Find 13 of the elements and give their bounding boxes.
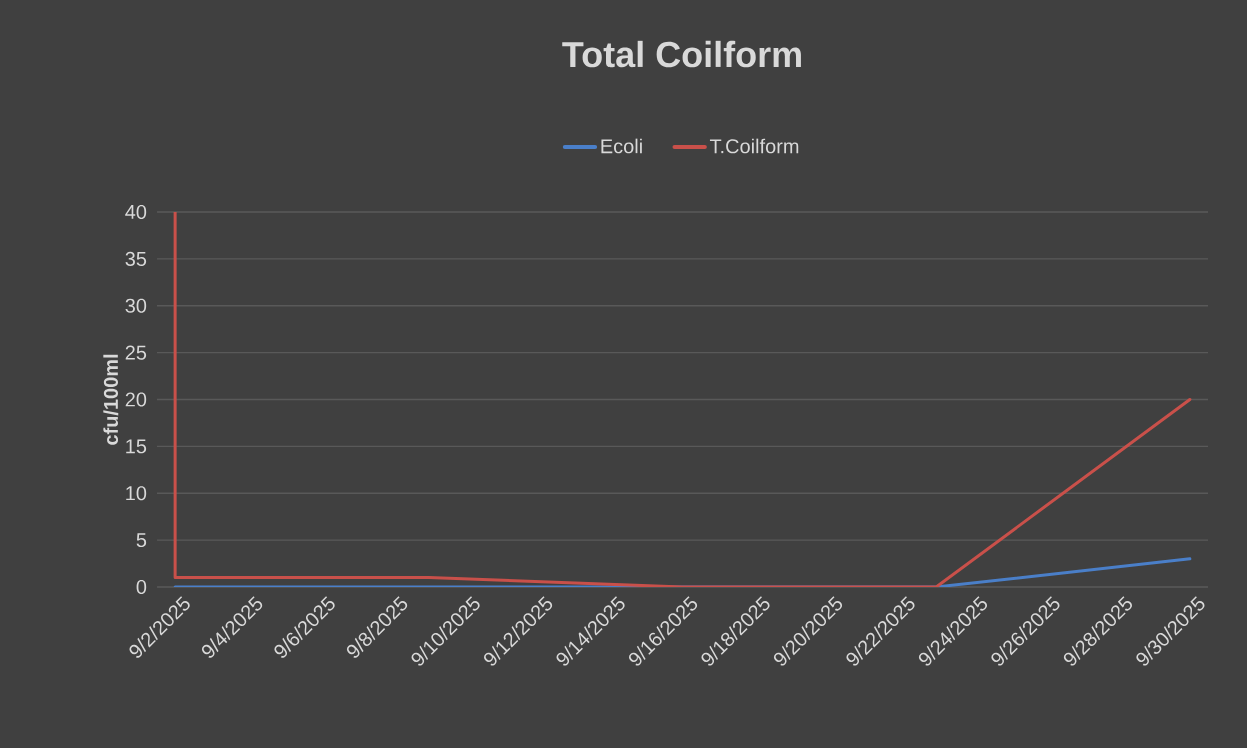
y-tick-label: 5 — [136, 533, 147, 548]
y-tick-label: 10 — [126, 486, 147, 501]
legend-label: T.Coilform — [709, 138, 799, 154]
y-tick-label: 30 — [125, 298, 147, 313]
y-tick-label: 40 — [125, 204, 147, 220]
y-tick-label: 35 — [125, 251, 147, 266]
y-axis-title: cfu/100ml — [103, 354, 119, 445]
y-tick-label: 15 — [126, 439, 147, 454]
y-tick-label: 0 — [136, 579, 147, 595]
y-tick-label: 20 — [125, 392, 147, 407]
chart-title: Total Coilform — [562, 40, 801, 68]
y-tick-label: 25 — [125, 345, 147, 360]
legend-label: Ecoli — [601, 138, 642, 154]
